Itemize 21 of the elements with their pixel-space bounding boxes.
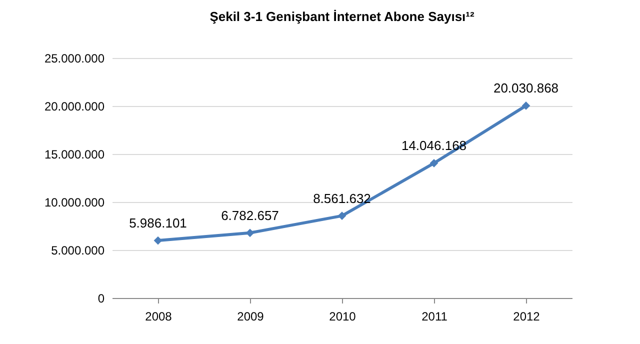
- point: [338, 212, 346, 220]
- x-tick-label: 2010: [329, 310, 356, 324]
- x-tick-label: 2009: [237, 310, 264, 324]
- x-tick-label: 2011: [422, 310, 448, 324]
- point: [246, 228, 254, 238]
- y-tick-label: 5.000.000: [51, 244, 105, 258]
- data-label: 6.782.657: [221, 208, 279, 223]
- data-label: 5.986.101: [129, 216, 187, 231]
- x-tick-label: 2012: [513, 310, 540, 324]
- chart-title: Şekil 3-1 Genişbant İnternet Abone Sayısı¹²: [210, 9, 475, 24]
- x-tick-label: 2008: [145, 310, 172, 324]
- y-tick-label: 20.000.000: [44, 100, 105, 114]
- y-tick-label: 25.000.000: [44, 52, 105, 66]
- data-label: 20.030.868: [493, 80, 559, 96]
- data-label: 8.561.632: [313, 190, 371, 206]
- y-tick-label: 10.000.000: [44, 196, 105, 210]
- point: [154, 236, 162, 245]
- y-tick-label: 15.000.000: [44, 148, 105, 162]
- y-tick-label: 0: [98, 292, 105, 306]
- point: [430, 158, 438, 168]
- point: [522, 102, 530, 110]
